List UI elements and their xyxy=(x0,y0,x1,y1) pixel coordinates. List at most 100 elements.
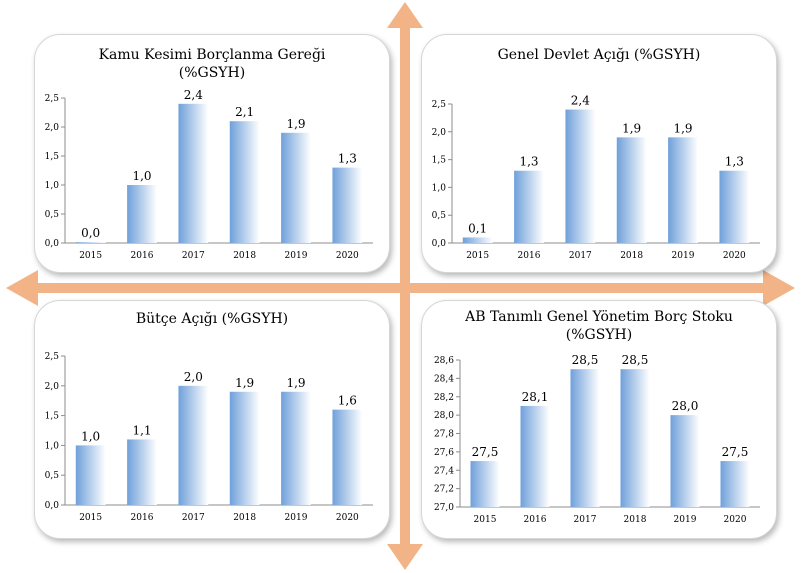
x-tick-label: 2015 xyxy=(79,251,102,261)
chart-title-kamu-kesimi: Kamu Kesimi Borçlanma Gereği (%GSYH) xyxy=(35,46,389,82)
bar xyxy=(668,137,698,243)
x-tick-label: 2017 xyxy=(569,251,592,261)
data-label: 1,1 xyxy=(132,423,151,437)
chart-title-line-2: (%GSYH) xyxy=(178,65,246,81)
y-tick-label: 0,0 xyxy=(432,239,447,249)
chart-title-line-1: Bütçe Açığı (%GSYH) xyxy=(135,311,289,327)
bar xyxy=(229,391,260,505)
data-label: 27,5 xyxy=(722,445,749,459)
vertical-arrow-shaft xyxy=(400,26,410,546)
y-tick-label: 27,8 xyxy=(434,430,454,440)
bar xyxy=(565,109,596,243)
left-arrowhead xyxy=(6,270,38,306)
data-label: 0,0 xyxy=(81,226,100,240)
bar-chart-kamu-kesimi: 0,0 0,5 1,0 1,5 2,0 2,5 0,0 2015 1,0 2016 2,4 2017 2… xyxy=(45,88,373,261)
data-label: 28,5 xyxy=(572,353,599,367)
down-arrowhead xyxy=(387,544,423,570)
bar xyxy=(332,167,363,243)
bar xyxy=(332,409,363,505)
data-label: 1,9 xyxy=(286,117,305,131)
bar xyxy=(719,170,750,243)
data-label: 28,5 xyxy=(622,353,649,367)
x-tick-label: 2016 xyxy=(131,513,154,523)
chart-title-line-1: Kamu Kesimi Borçlanma Gereği xyxy=(98,47,326,63)
bar xyxy=(75,242,106,243)
data-label: 1,6 xyxy=(338,394,357,408)
bar xyxy=(470,461,500,507)
y-tick-label: 1,5 xyxy=(432,156,447,166)
data-label: 2,4 xyxy=(184,88,203,102)
y-tick-label: 27,2 xyxy=(434,485,454,495)
x-tick-label: 2019 xyxy=(285,513,308,523)
y-tick-label: 28,2 xyxy=(434,393,454,403)
x-tick-label: 2020 xyxy=(336,513,359,523)
x-tick-label: 2015 xyxy=(79,513,102,523)
y-tick-label: 2,5 xyxy=(45,352,60,362)
y-tick-label: 28,6 xyxy=(434,356,454,366)
x-tick-label: 2020 xyxy=(336,251,359,261)
bar xyxy=(281,391,311,505)
x-tick-label: 2019 xyxy=(285,251,308,261)
chart-title-line-1: Genel Devlet Açığı (%GSYH) xyxy=(497,47,701,63)
x-tick-label: 2018 xyxy=(233,251,256,261)
y-tick-label: 2,5 xyxy=(45,94,60,104)
bar xyxy=(520,405,550,507)
data-label: 1,3 xyxy=(519,155,538,169)
data-label: 1,3 xyxy=(338,152,357,166)
right-arrowhead xyxy=(763,270,795,306)
y-tick-label: 0,0 xyxy=(45,239,60,249)
bar xyxy=(178,103,209,243)
chart-title-genel-devlet: Genel Devlet Açığı (%GSYH) xyxy=(422,46,776,64)
bar xyxy=(616,137,647,243)
y-tick-label: 0,5 xyxy=(45,210,60,220)
data-label: 27,5 xyxy=(472,445,499,459)
data-label: 1,9 xyxy=(673,121,692,135)
x-tick-label: 2020 xyxy=(724,515,747,525)
y-tick-label: 0,5 xyxy=(45,471,60,481)
x-tick-label: 2015 xyxy=(474,515,497,525)
chart-panel-butce: Bütçe Açığı (%GSYH) 0,0 0,5 1,0 1,5 2,0 2,5 1,… xyxy=(34,300,390,539)
x-tick-label: 2018 xyxy=(624,515,647,525)
y-tick-label: 0,0 xyxy=(45,501,60,511)
data-label: 2,4 xyxy=(571,94,590,108)
bar xyxy=(514,170,544,243)
x-tick-label: 2018 xyxy=(620,251,643,261)
data-label: 28,0 xyxy=(672,399,699,413)
bar xyxy=(570,369,600,507)
data-label: 2,1 xyxy=(235,105,254,119)
chart-title-line-1: AB Tanımlı Genel Yönetim Borç Stoku xyxy=(465,309,733,325)
chart-panel-kamu-kesimi: Kamu Kesimi Borçlanma Gereği (%GSYH) 0,0… xyxy=(34,34,390,273)
x-tick-label: 2019 xyxy=(674,515,697,525)
bar xyxy=(127,439,157,505)
y-tick-label: 1,5 xyxy=(45,412,60,422)
x-tick-label: 2018 xyxy=(233,513,256,523)
y-tick-label: 2,0 xyxy=(45,382,60,392)
bar xyxy=(75,445,106,505)
chart-panel-ab-borc-stoku: AB Tanımlı Genel Yönetim Borç Stoku (%GS… xyxy=(421,300,777,539)
y-tick-label: 1,0 xyxy=(45,181,60,191)
x-tick-label: 2016 xyxy=(131,251,154,261)
data-label: 1,9 xyxy=(235,376,254,390)
y-tick-label: 1,0 xyxy=(45,441,60,451)
up-arrowhead xyxy=(387,2,423,28)
chart-panel-genel-devlet: Genel Devlet Açığı (%GSYH) 0,0 0,5 1,0 1,5 2… xyxy=(421,34,777,273)
bar xyxy=(127,185,157,243)
x-tick-label: 2020 xyxy=(723,251,746,261)
data-label: 1,0 xyxy=(132,169,151,183)
data-label: 1,3 xyxy=(725,155,744,169)
bar xyxy=(178,385,209,505)
x-tick-label: 2016 xyxy=(518,251,541,261)
y-tick-label: 27,6 xyxy=(434,448,454,458)
bar-chart-genel-devlet: 0,0 0,5 1,0 1,5 2,0 2,5 0,1 2015 1,3 2016 2,4 2017 1… xyxy=(432,94,760,261)
bar-chart-butce: 0,0 0,5 1,0 1,5 2,0 2,5 1,0 2015 1,1 2016 2,0 2017 1… xyxy=(45,352,373,523)
y-tick-label: 1,0 xyxy=(432,183,447,193)
data-label: 2,0 xyxy=(184,370,203,384)
x-tick-label: 2015 xyxy=(466,251,489,261)
chart-title-ab-borc-stoku: AB Tanımlı Genel Yönetim Borç Stoku (%GS… xyxy=(422,308,776,344)
x-tick-label: 2019 xyxy=(672,251,695,261)
y-tick-label: 2,0 xyxy=(432,128,447,138)
x-tick-label: 2016 xyxy=(524,515,547,525)
x-tick-label: 2017 xyxy=(574,515,597,525)
data-label: 28,1 xyxy=(522,390,549,404)
